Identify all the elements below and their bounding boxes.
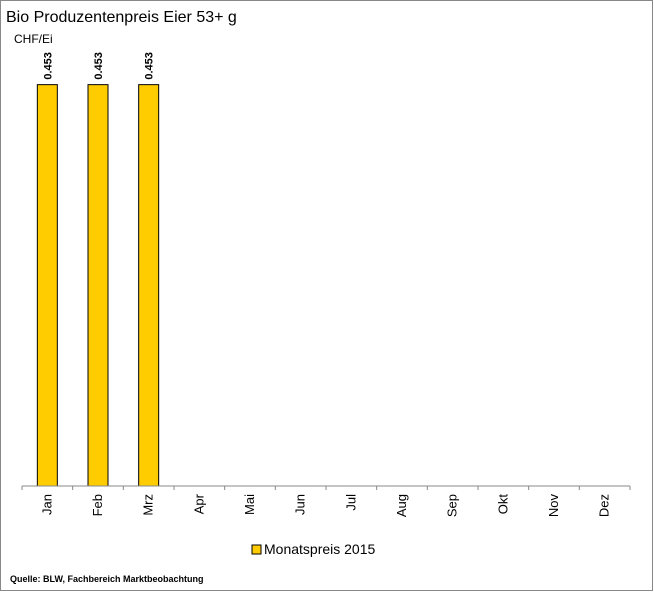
x-tick-label: Dez bbox=[597, 494, 612, 517]
chart-title: Bio Produzentenpreis Eier 53+ g bbox=[6, 9, 237, 26]
x-tick-label: Apr bbox=[191, 493, 206, 514]
x-tick-label: Jun bbox=[293, 494, 308, 515]
x-tick-label: Jan bbox=[39, 494, 54, 515]
value-label: 0.453 bbox=[93, 52, 105, 80]
x-tick-label: Aug bbox=[394, 494, 409, 517]
x-tick-label: Jul bbox=[343, 494, 358, 511]
value-label: 0.453 bbox=[42, 52, 54, 80]
legend-label: Monatspreis 2015 bbox=[264, 541, 376, 557]
x-tick-label: Nov bbox=[546, 494, 561, 518]
source: Quelle: BLW, Fachbereich Marktbeobachtun… bbox=[10, 574, 204, 584]
value-label: 0.453 bbox=[144, 52, 156, 80]
bar bbox=[36, 84, 58, 487]
bar bbox=[138, 84, 160, 487]
x-tick-label: Mrz bbox=[141, 494, 156, 516]
x-tick-label: Mai bbox=[242, 494, 257, 515]
bar bbox=[87, 84, 109, 487]
legend-swatch bbox=[251, 544, 262, 555]
y-axis-label: CHF/Ei bbox=[14, 32, 53, 46]
x-tick-label: Feb bbox=[90, 494, 105, 516]
x-tick-label: Okt bbox=[495, 494, 510, 515]
x-tick-label: Sep bbox=[445, 494, 460, 517]
